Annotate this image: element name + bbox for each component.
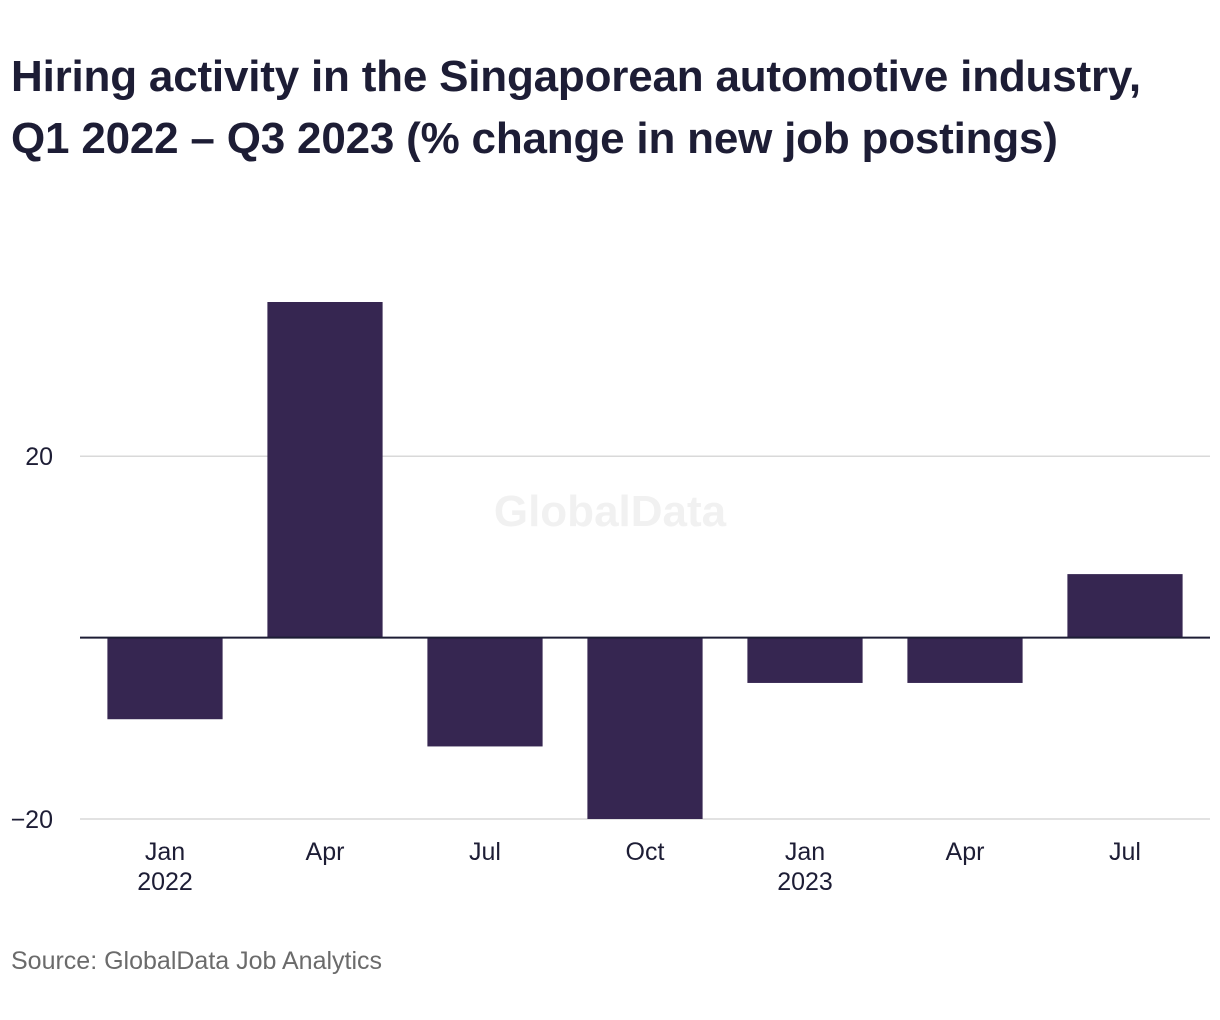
x-tick-year-label: 2022 (137, 868, 193, 896)
bar (267, 302, 383, 638)
y-axis-ticks: 20 −20 (11, 443, 53, 834)
bar (747, 637, 863, 683)
x-tick-label: Jan (145, 838, 185, 866)
bar (107, 637, 223, 720)
x-tick-label: Jul (1109, 838, 1141, 866)
bars (107, 302, 1183, 819)
bar (427, 637, 543, 747)
x-tick-label: Jan (785, 838, 825, 866)
x-tick-label: Apr (306, 838, 345, 866)
bar (1067, 574, 1183, 638)
y-tick-label: −20 (11, 806, 53, 834)
chart-title: Hiring activity in the Singaporean autom… (11, 52, 1141, 163)
x-tick-label: Oct (626, 838, 665, 866)
source-note: Source: GlobalData Job Analytics (11, 947, 383, 975)
x-tick-label: Jul (469, 838, 501, 866)
x-tick-year-label: 2023 (777, 868, 833, 896)
bar (587, 637, 703, 819)
watermark: GlobalData (494, 487, 727, 536)
bar (907, 637, 1023, 683)
x-tick-label: Apr (946, 838, 985, 866)
y-tick-label: 20 (25, 443, 53, 471)
